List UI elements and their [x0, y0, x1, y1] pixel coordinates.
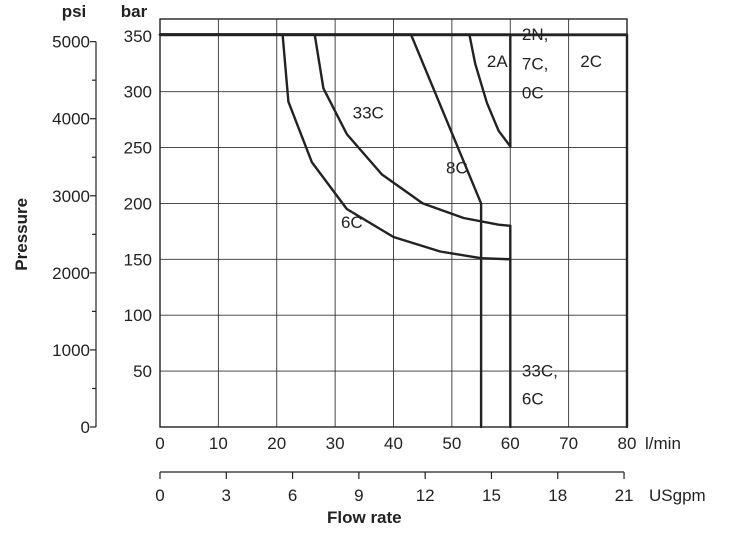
- y-tick-label: 350: [124, 27, 152, 46]
- x-tick-label: 80: [618, 434, 637, 453]
- usgpm-tick-label: 12: [416, 486, 435, 505]
- x-tick-label: 20: [267, 434, 286, 453]
- x-axis-title: Flow rate: [327, 508, 402, 527]
- series-label: 33C,: [522, 362, 558, 381]
- psi-tick-label: 2000: [52, 264, 90, 283]
- psi-tick-label: 1000: [52, 341, 90, 360]
- curve-6c: [158, 33, 512, 261]
- usgpm-tick-label: 21: [615, 486, 634, 505]
- series-label: 0C: [522, 83, 544, 102]
- series-label: 2N,: [522, 25, 548, 44]
- y-tick-label: 150: [124, 250, 152, 269]
- psi-tick-label: 4000: [52, 110, 90, 129]
- usgpm-tick-label: 15: [482, 486, 501, 505]
- y-tick-label: 200: [124, 194, 152, 213]
- lmin-unit-label: l/min: [645, 434, 681, 453]
- usgpm-tick-label: 6: [288, 486, 297, 505]
- x-tick-label: 50: [442, 434, 461, 453]
- series-label: 2C: [580, 52, 602, 71]
- series-label: 2A: [487, 52, 508, 71]
- series-label: 6C: [522, 390, 544, 409]
- usgpm-tick-label: 0: [155, 486, 164, 505]
- curves: [158, 33, 629, 429]
- y-tick-label: 300: [124, 83, 152, 102]
- usgpm-unit-label: USgpm: [649, 486, 706, 505]
- series-label: 33C: [353, 103, 384, 122]
- y-tick-label: 50: [133, 362, 152, 381]
- x-tick-label: 0: [155, 434, 164, 453]
- curve-33c: [158, 33, 512, 227]
- series-label: 6C: [341, 213, 363, 232]
- series-label: 7C,: [522, 54, 548, 73]
- usgpm-tick-label: 3: [222, 486, 231, 505]
- usgpm-tick-label: 9: [354, 486, 363, 505]
- x-tick-label: 10: [209, 434, 228, 453]
- psi-tick-label: 5000: [52, 33, 90, 52]
- curve-8c: [158, 33, 483, 429]
- psi-tick-label: 0: [81, 418, 90, 437]
- y-tick-label: 100: [124, 306, 152, 325]
- x-tick-label: 60: [501, 434, 520, 453]
- y-axis-title: Pressure: [12, 198, 31, 271]
- series-label: 8C: [446, 158, 468, 177]
- psi-tick-label: 3000: [52, 187, 90, 206]
- axes: 5010015020025030035001000200030004000500…: [52, 27, 636, 505]
- y-tick-label: 250: [124, 139, 152, 158]
- bar-unit-label: bar: [121, 2, 148, 21]
- psi-unit-label: psi: [62, 2, 87, 21]
- x-tick-label: 40: [384, 434, 403, 453]
- usgpm-tick-label: 18: [548, 486, 567, 505]
- x-tick-label: 70: [559, 434, 578, 453]
- x-tick-label: 30: [326, 434, 345, 453]
- series-labels: 2A 2N, 7C, 0C 2C 33C 8C 6C 33C, 6C: [341, 25, 602, 408]
